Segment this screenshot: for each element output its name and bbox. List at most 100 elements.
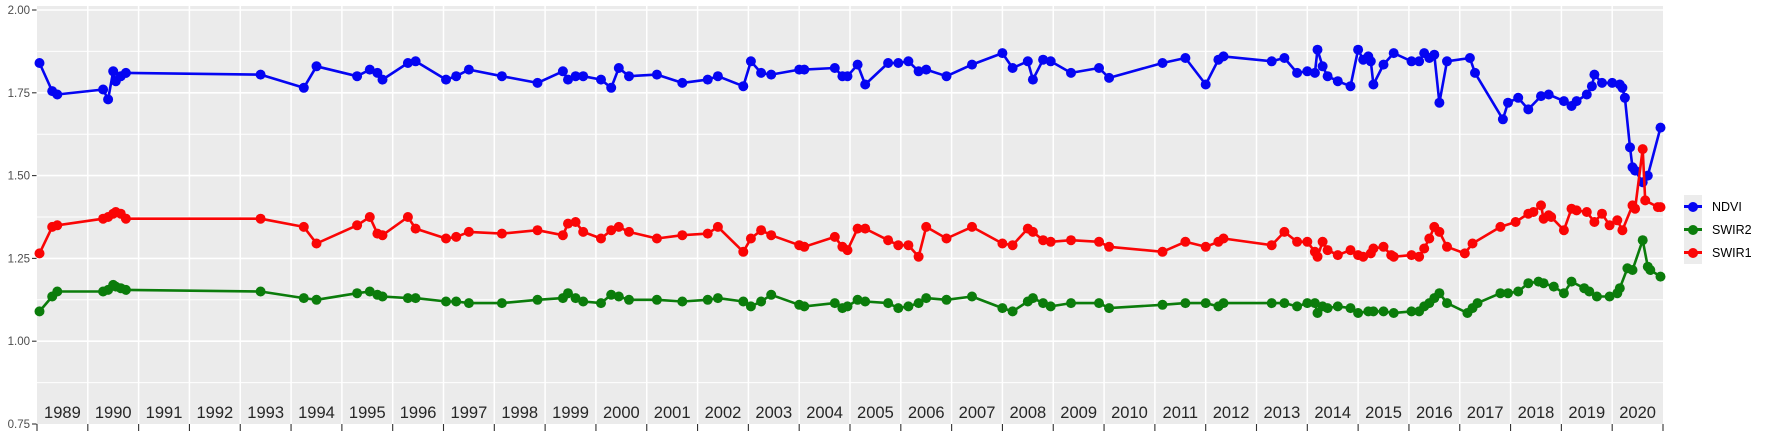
data-point-swir1 <box>852 223 863 234</box>
data-point-ndvi <box>1434 97 1445 108</box>
data-point-swir2 <box>1279 298 1290 309</box>
x-tick-label: 2005 <box>857 404 894 422</box>
data-point-ndvi <box>829 63 840 73</box>
legend-item-swir1: SWIR1 <box>1684 241 1752 264</box>
data-point-swir1 <box>1612 215 1623 226</box>
x-tick-label: 2018 <box>1518 404 1555 422</box>
data-point-swir2 <box>1388 308 1399 318</box>
data-point-swir1 <box>1655 202 1666 213</box>
data-point-swir1 <box>1302 236 1313 247</box>
data-point-swir1 <box>596 233 606 244</box>
data-point-swir2 <box>1353 308 1364 318</box>
data-point-swir2 <box>1434 288 1445 299</box>
data-point-ndvi <box>1464 53 1475 63</box>
data-point-ndvi <box>606 82 617 93</box>
data-point-swir2 <box>451 296 462 307</box>
data-point-swir1 <box>1094 236 1104 247</box>
data-point-swir1 <box>1424 233 1435 244</box>
data-point-ndvi <box>441 74 451 85</box>
data-point-swir1 <box>1368 243 1379 254</box>
x-tick-label: 2010 <box>1111 404 1148 422</box>
data-point-ndvi <box>677 77 688 88</box>
x-tick-label: 1997 <box>451 404 488 422</box>
data-point-swir1 <box>120 213 131 224</box>
data-point-swir1 <box>1414 251 1425 262</box>
data-point-swir2 <box>702 294 713 305</box>
data-point-swir2 <box>1472 298 1483 309</box>
data-point-ndvi <box>1302 66 1313 77</box>
data-point-ndvi <box>1655 122 1666 133</box>
data-point-ndvi <box>1558 96 1569 107</box>
data-point-swir2 <box>852 294 863 305</box>
data-point-swir2 <box>1495 288 1506 299</box>
data-point-swir1 <box>1459 248 1470 259</box>
data-point-ndvi <box>377 74 388 85</box>
data-point-swir2 <box>1503 288 1513 299</box>
data-point-ndvi <box>745 56 756 67</box>
x-tick-label: 2020 <box>1619 404 1656 422</box>
x-tick-label: 2011 <box>1163 404 1198 422</box>
data-point-swir1 <box>1007 240 1018 251</box>
data-point-swir1 <box>756 225 767 236</box>
data-point-swir1 <box>34 248 45 259</box>
data-point-swir2 <box>311 294 322 305</box>
x-tick-label: 1994 <box>298 404 335 422</box>
data-point-swir2 <box>766 289 777 300</box>
data-point-swir1 <box>1558 225 1569 236</box>
y-tick-label: 2.00 <box>8 5 30 17</box>
data-point-ndvi <box>852 59 863 70</box>
data-point-ndvi <box>52 89 63 100</box>
legend-key-icon <box>1684 195 1702 218</box>
data-point-swir1 <box>829 231 840 242</box>
data-point-swir1 <box>1388 251 1399 262</box>
data-point-swir2 <box>1378 306 1389 317</box>
x-tick-label: 2017 <box>1467 404 1504 422</box>
data-point-swir1 <box>903 240 914 251</box>
x-tick-label: 2009 <box>1060 404 1097 422</box>
data-point-swir1 <box>557 230 568 241</box>
data-point-swir2 <box>1007 306 1018 317</box>
data-point-swir2 <box>1302 298 1313 309</box>
data-point-swir2 <box>1045 301 1056 312</box>
data-point-swir2 <box>563 288 573 299</box>
data-point-ndvi <box>702 74 713 85</box>
x-tick-label: 1998 <box>501 404 538 422</box>
data-point-swir2 <box>606 289 617 300</box>
data-point-swir1 <box>997 238 1008 249</box>
data-point-swir1 <box>738 246 749 257</box>
data-point-ndvi <box>496 71 507 82</box>
data-point-ndvi <box>108 66 119 77</box>
data-point-swir2 <box>842 301 853 312</box>
x-tick-label: 2019 <box>1568 404 1605 422</box>
data-point-swir1 <box>842 245 853 256</box>
data-point-swir1 <box>1218 233 1229 244</box>
data-point-swir2 <box>1322 303 1333 314</box>
data-point-ndvi <box>1157 58 1168 68</box>
data-point-swir1 <box>941 233 952 244</box>
data-point-swir2 <box>1614 283 1625 294</box>
data-point-ndvi <box>1200 79 1211 90</box>
data-point-ndvi <box>613 63 624 73</box>
data-point-swir1 <box>377 230 388 241</box>
data-point-swir2 <box>1627 265 1638 275</box>
data-point-ndvi <box>921 64 932 75</box>
data-point-swir2 <box>364 286 375 297</box>
x-tick-label: 2014 <box>1314 404 1351 422</box>
data-point-swir1 <box>893 240 904 251</box>
data-point-ndvi <box>563 74 573 85</box>
legend-dot-icon <box>1688 247 1698 258</box>
data-point-swir2 <box>463 298 474 309</box>
data-point-swir1 <box>441 233 451 244</box>
data-point-ndvi <box>1470 67 1480 78</box>
data-point-swir1 <box>613 221 624 232</box>
data-point-swir1 <box>1045 236 1056 247</box>
data-point-swir1 <box>1279 226 1290 237</box>
data-point-ndvi <box>1368 79 1379 90</box>
data-point-swir2 <box>624 294 634 305</box>
legend-dot-icon <box>1688 224 1698 235</box>
data-point-swir1 <box>1104 241 1115 252</box>
data-point-swir1 <box>1180 236 1191 247</box>
data-point-swir2 <box>738 296 749 307</box>
